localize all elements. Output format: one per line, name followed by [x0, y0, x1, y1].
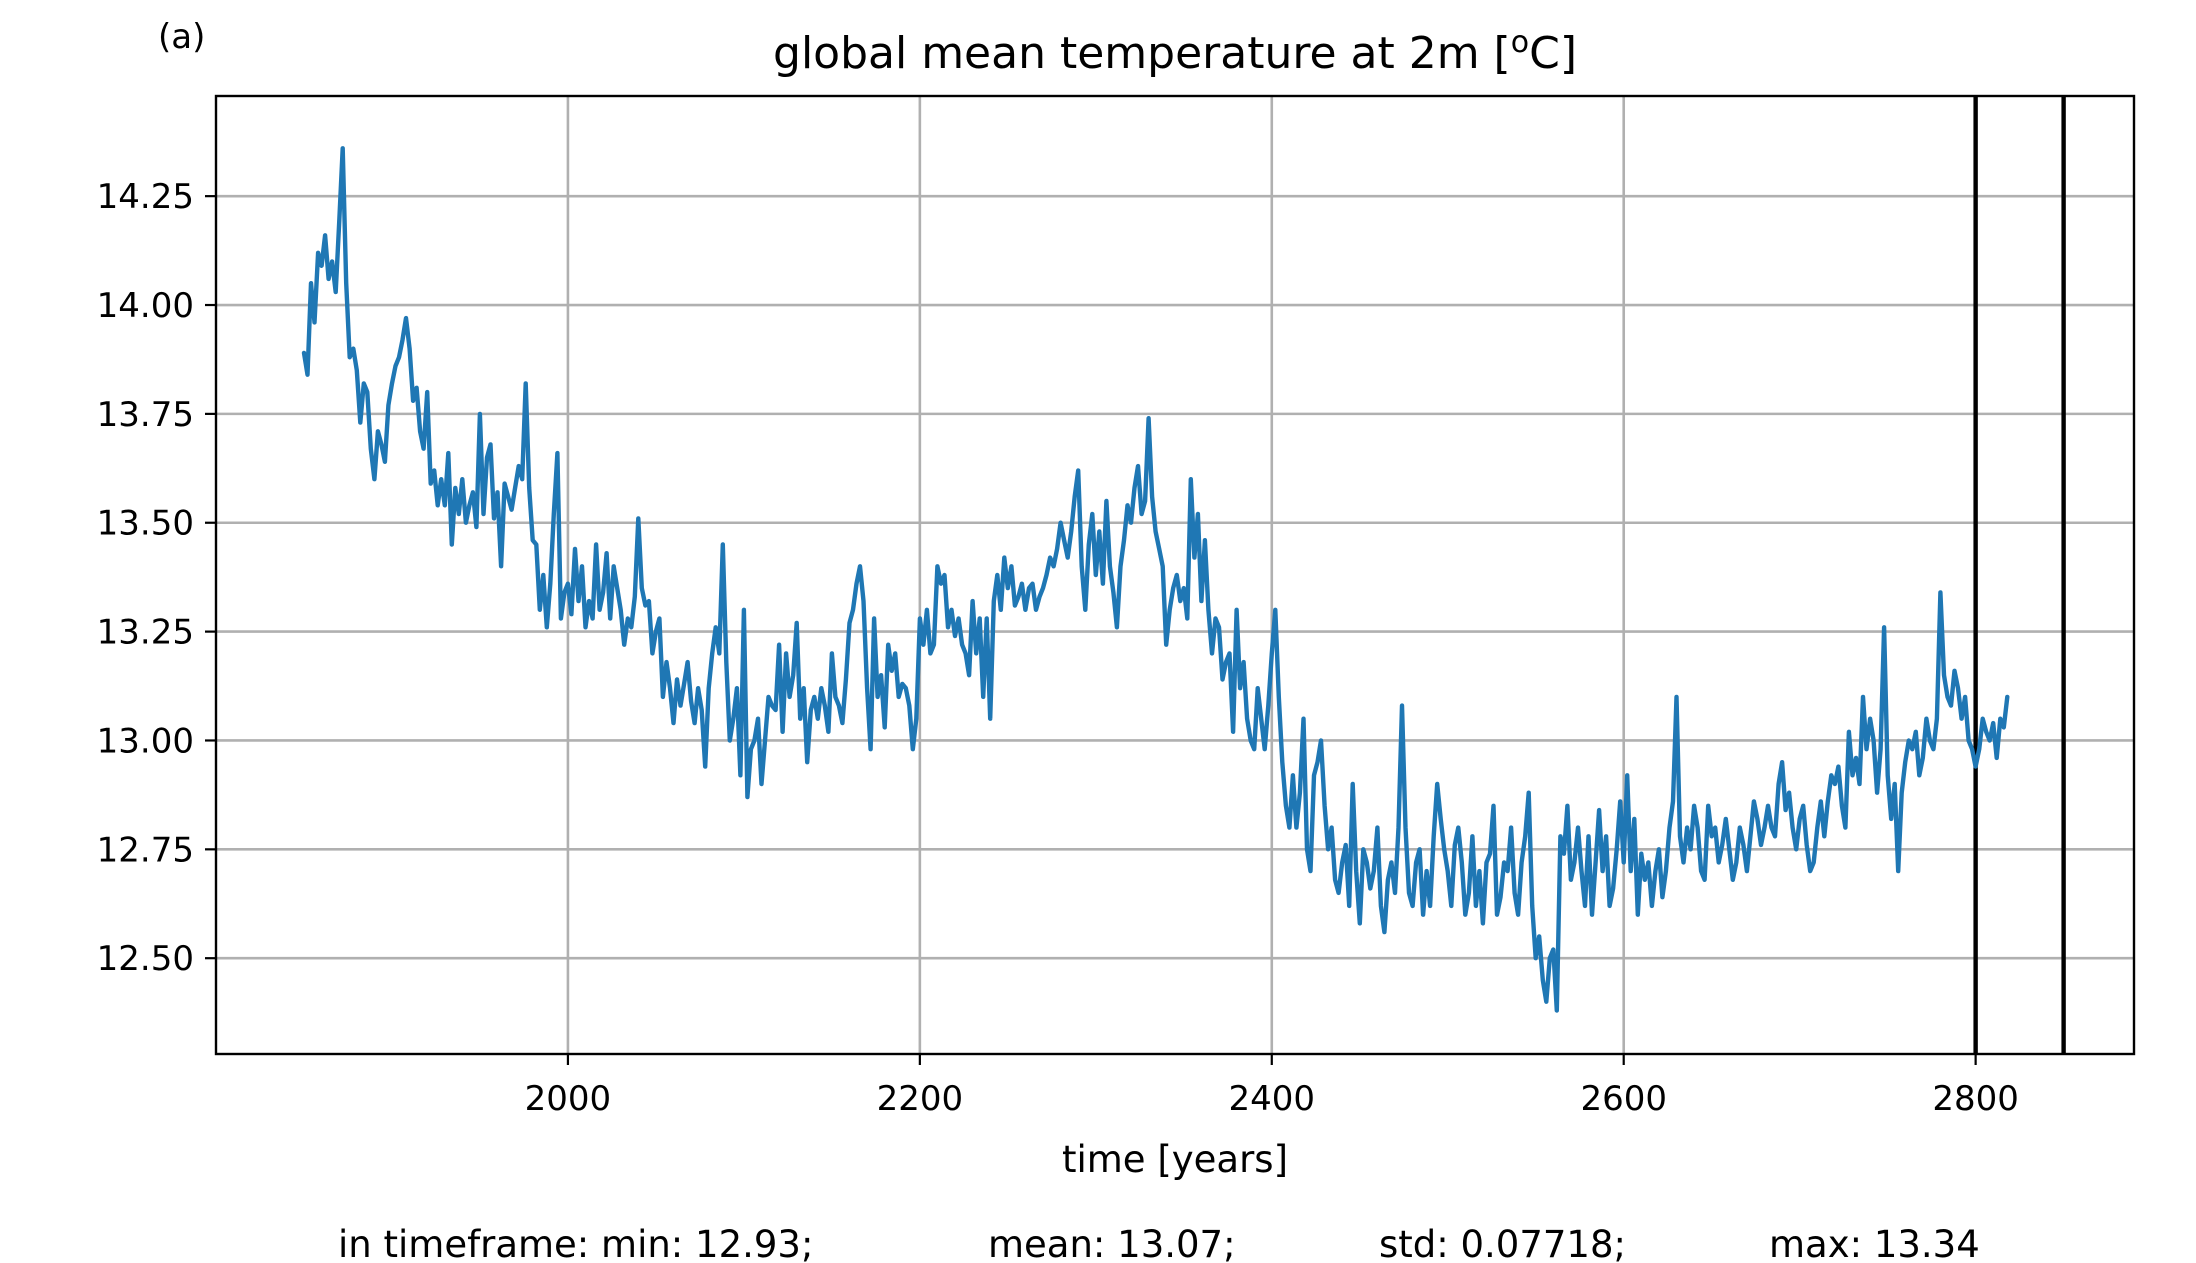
- stat-std: std: 0.07718;: [1379, 1223, 1626, 1263]
- stat-max: max: 13.34: [1769, 1223, 1980, 1263]
- stat-min: in timeframe: min: 12.93;: [338, 1223, 813, 1263]
- vertical-markers: [1973, 96, 2066, 1054]
- y-tick-label: 14.00: [97, 286, 194, 326]
- panel-label: (a): [158, 17, 205, 57]
- y-tick-label: 13.50: [97, 504, 194, 544]
- y-tick-label: 13.25: [97, 613, 194, 653]
- stats-line: in timeframe: min: 12.93; mean: 13.07; s…: [338, 1223, 1980, 1263]
- plot-frame: [214, 94, 2136, 1056]
- x-tick-label: 2000: [525, 1079, 612, 1119]
- chart-title: global mean temperature at 2m [oC]: [773, 25, 1577, 79]
- x-tick-label: 2800: [1932, 1079, 2019, 1119]
- stat-mean: mean: 13.07;: [988, 1223, 1236, 1263]
- axis-ticks: [205, 195, 1977, 1065]
- x-tick-label: 2600: [1580, 1079, 1667, 1119]
- series-line: [301, 146, 2010, 1013]
- y-tick-label: 14.25: [97, 177, 194, 217]
- y-tick-label: 13.75: [97, 395, 194, 435]
- x-tick-label: 2200: [877, 1079, 964, 1119]
- x-axis-label: time [years]: [1062, 1138, 1288, 1181]
- y-tick-label: 12.50: [97, 939, 194, 979]
- x-tick-label: 2400: [1229, 1079, 1316, 1119]
- y-tick-label: 12.75: [97, 830, 194, 870]
- y-tick-label: 13.00: [97, 721, 194, 761]
